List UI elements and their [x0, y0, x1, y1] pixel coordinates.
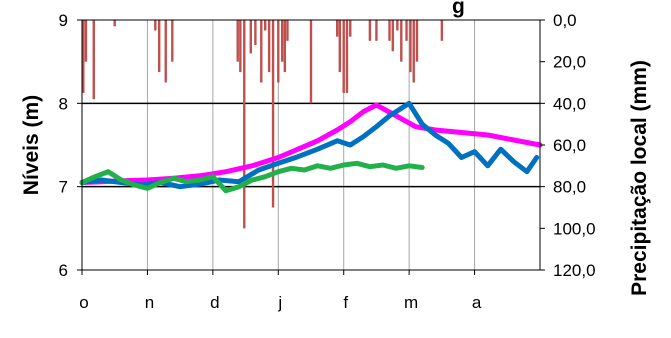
- left-tick-label: 6: [59, 261, 68, 280]
- right-tick-label: 40,0: [553, 94, 586, 113]
- precipitation-bar: [236, 20, 239, 62]
- precipitation-bar: [388, 20, 391, 41]
- precipitation-bar: [335, 20, 339, 37]
- precipitation-bar: [113, 20, 116, 27]
- x-tick-label: n: [145, 293, 154, 312]
- precipitation-bar: [391, 20, 394, 52]
- precipitation-bar: [338, 20, 341, 73]
- x-tick-label: a: [472, 293, 482, 312]
- x-tick-label: o: [79, 293, 88, 312]
- precipitation-bar: [254, 20, 257, 45]
- series-line-blue: [79, 100, 540, 190]
- precipitation-bar: [286, 20, 289, 41]
- precipitation-bar: [82, 20, 85, 93]
- precipitation-bar: [412, 20, 415, 83]
- precipitation-bar: [267, 20, 271, 73]
- precipitation-bar: [243, 20, 246, 229]
- precipitation-bar: [92, 20, 95, 100]
- precipitation-bar: [264, 20, 267, 31]
- precipitation-bar: [154, 20, 157, 31]
- precipitation-bar: [260, 20, 263, 83]
- left-y-tick-labels: 6 7 8 9: [59, 11, 82, 280]
- right-tick-label: 100,0: [553, 219, 596, 238]
- precipitation-bar: [283, 20, 287, 73]
- left-tick-label: 8: [59, 94, 68, 113]
- precipitation-bar: [281, 20, 284, 62]
- precipitation-bar: [409, 20, 412, 73]
- x-tick-label: f: [343, 293, 348, 312]
- right-tick-label: 60,0: [553, 136, 586, 155]
- x-tick-label: d: [210, 293, 219, 312]
- right-tick-label: 0,0: [553, 11, 577, 30]
- precipitation-bar: [415, 20, 419, 62]
- precipitation-bar: [400, 20, 403, 62]
- x-tick-label: m: [404, 293, 418, 312]
- right-tick-label: 80,0: [553, 178, 586, 197]
- precipitation-bar: [349, 20, 352, 37]
- precipitation-bar: [405, 20, 408, 41]
- chart-title-fragment: g: [452, 0, 465, 18]
- precipitation-bar: [440, 20, 444, 41]
- precipitation-bar: [158, 20, 161, 73]
- series-line-magenta: [79, 102, 543, 185]
- x-tick-label: j: [277, 293, 282, 312]
- precipitation-bar: [164, 20, 167, 83]
- precipitation-bar: [375, 20, 378, 41]
- left-tick-label: 9: [59, 11, 68, 30]
- precipitation-bar: [345, 20, 349, 93]
- precipitation-bar: [368, 20, 372, 41]
- left-tick-label: 7: [59, 178, 68, 197]
- precipitation-bar: [309, 20, 313, 104]
- plot-area: [79, 19, 543, 271]
- right-axis-title: Precipitação local (mm): [628, 60, 651, 296]
- precipitation-bar: [396, 20, 399, 31]
- precipitation-bar: [171, 20, 174, 62]
- precipitation-bar: [342, 20, 345, 93]
- left-axis-title: Níveis (m): [20, 95, 43, 195]
- precipitation-bar: [249, 20, 253, 54]
- level-series: [79, 100, 543, 194]
- right-y-tick-labels: 0,0 20,0 40,0 60,0 80,0 100,0 120,0: [540, 11, 596, 280]
- series-line-green: [79, 160, 425, 194]
- right-tick-label: 120,0: [553, 261, 596, 280]
- precipitation-bars: [82, 20, 444, 229]
- precipitation-bar: [84, 20, 88, 62]
- precipitation-bar: [271, 20, 275, 208]
- precipitation-bar: [277, 20, 280, 83]
- precipitation-bar: [239, 20, 242, 73]
- right-tick-label: 20,0: [553, 53, 586, 72]
